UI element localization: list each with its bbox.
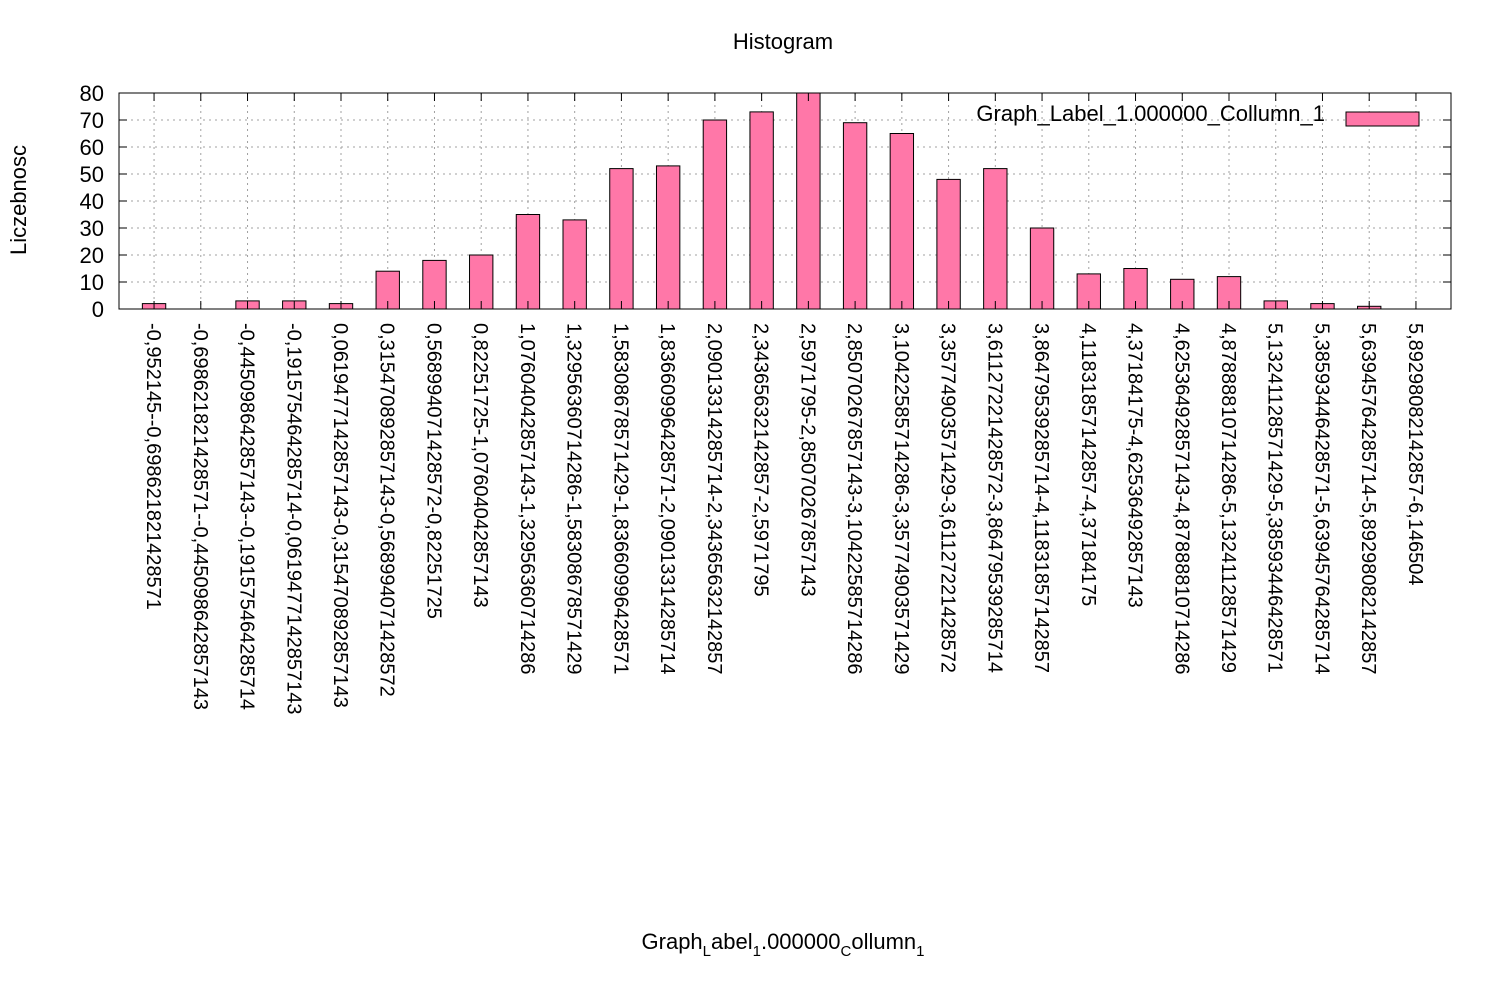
x-tick-label: 1,58308678571429-1,83660996428571 <box>609 323 631 674</box>
x-axis-label-part: 1 <box>753 943 761 960</box>
legend-swatch <box>1345 111 1420 127</box>
x-tick-label: -0,952145--0,698621821428571 <box>142 323 164 610</box>
histogram-bar <box>842 122 868 310</box>
x-tick-label: 5,89298082142857-6,146504 <box>1404 323 1426 585</box>
histogram-bar <box>702 119 728 310</box>
x-axis-label-part: ollumn <box>851 929 916 954</box>
y-tick-label: 70 <box>80 108 104 133</box>
x-tick-label: -0,191575464285714-0,0619477142857143 <box>282 323 304 715</box>
x-tick-label: 1,83660996428571-2,09013314285714 <box>656 323 678 674</box>
x-tick-label: 5,38593446428571-5,63945764285714 <box>1310 323 1332 674</box>
x-tick-label: -0,698621821428571--0,445098642857143 <box>189 323 211 710</box>
histogram-bar <box>469 254 494 310</box>
x-axis-label-part: L <box>703 943 711 960</box>
histogram-bar <box>655 165 681 310</box>
y-tick-label: 80 <box>80 81 104 106</box>
y-tick-label: 30 <box>80 216 104 241</box>
y-tick-label: 50 <box>80 162 104 187</box>
y-tick-label: 60 <box>80 135 104 160</box>
x-tick-label: -0,445098642857143--0,191575464285714 <box>236 323 258 710</box>
histogram-bar <box>796 92 821 310</box>
x-tick-label: 4,62536492857143-4,87888810714286 <box>1170 323 1192 674</box>
x-tick-label: 0,0619477142857143-0,315470892857143 <box>329 323 351 708</box>
histogram-bar <box>983 168 1008 310</box>
x-axis-label-part: 1 <box>916 943 924 960</box>
y-tick-label: 10 <box>80 270 104 295</box>
chart-title: Histogram <box>733 29 833 54</box>
x-axis-label-part: Graph <box>642 929 703 954</box>
x-tick-label: 0,82251725-1,07604042857143 <box>469 323 491 608</box>
legend: Graph_Label_1.000000_Collumn_1 <box>976 101 1420 127</box>
x-tick-label: 0,568994071428572-0,82251725 <box>422 323 444 619</box>
x-tick-label: 2,5971795-2,85070267857143 <box>796 323 818 597</box>
x-tick-label: 3,35774903571429-3,61127221428572 <box>937 323 959 673</box>
x-axis-label-part: .000000 <box>761 929 841 954</box>
x-tick-label: 5,63945764285714-5,89298082142857 <box>1357 323 1379 674</box>
x-tick-label: 4,87888810714286-5,13241128571429 <box>1217 323 1239 673</box>
x-tick-label: 2,85070267857143-3,10422585714286 <box>843 323 865 674</box>
histogram-bar <box>515 214 541 310</box>
x-tick-label: 4,11831857142857-4,37184175 <box>1077 323 1099 606</box>
x-tick-label: 0,315470892857143-0,568994071428572 <box>376 323 398 697</box>
y-tick-label: 0 <box>92 297 104 322</box>
histogram-bar <box>609 168 634 310</box>
y-axis-label: Liczebnosc <box>6 145 31 255</box>
histogram-bar <box>936 178 961 310</box>
histogram-bar <box>562 219 587 310</box>
x-tick-label: 4,37184175-4,62536492857143 <box>1124 323 1146 608</box>
x-tick-label: 2,09013314285714-2,34365632142857 <box>703 323 725 674</box>
histogram-bar <box>749 111 774 310</box>
plot-frame <box>118 92 1452 310</box>
x-tick-label: 3,10422585714286-3,35774903571429 <box>890 323 912 674</box>
x-tick-label: 3,61127221428572-3,86479539285714 <box>983 323 1005 673</box>
y-tick-label: 20 <box>80 243 104 268</box>
x-tick-label: 5,13241128571429-5,38593446428571 <box>1264 323 1286 673</box>
x-axis-label-part: C <box>840 943 851 960</box>
x-tick-label: 2,34365632142857-2,5971795 <box>750 323 772 597</box>
x-axis-ticks: -0,952145--0,698621821428571 -0,698621821… <box>142 93 1426 715</box>
x-tick-label: 1,32956360714286-1,58308678571429 <box>563 323 585 674</box>
x-tick-label: 1,07604042857143-1,32956360714286 <box>516 323 538 674</box>
histogram-bar <box>889 133 915 310</box>
x-axis-label-part: abel <box>711 929 753 954</box>
histogram-bar <box>1029 227 1055 310</box>
legend-label: Graph_Label_1.000000_Collumn_1 <box>976 101 1325 126</box>
x-tick-label: 3,86479539285714-4,11831857142857 <box>1030 323 1052 673</box>
y-tick-label: 40 <box>80 189 104 214</box>
x-axis-label: GraphLabel1.000000Collumn1 <box>642 929 925 960</box>
